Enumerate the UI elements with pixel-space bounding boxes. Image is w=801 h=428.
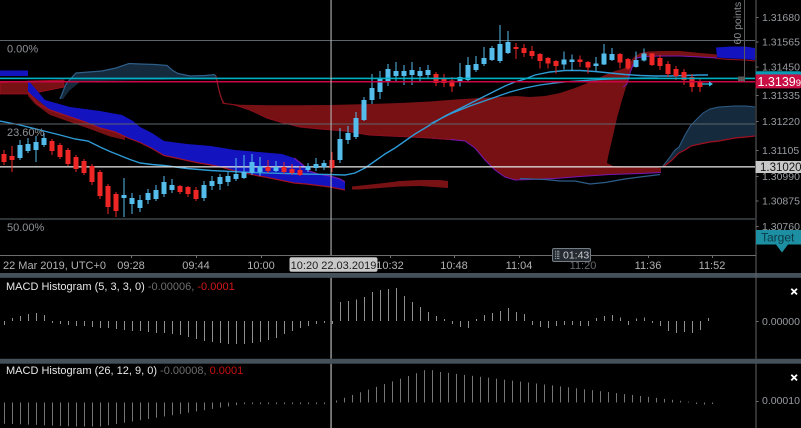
svg-text:0.00010: 0.00010 bbox=[762, 395, 800, 407]
svg-text:1.31565: 1.31565 bbox=[762, 37, 800, 49]
svg-text:MACD Histogram (26, 12, 9, 0): MACD Histogram (26, 12, 9, 0) -0.00008, … bbox=[6, 365, 243, 377]
svg-text:1.31220: 1.31220 bbox=[762, 116, 800, 128]
svg-text:10:20 22.03.2019: 10:20 22.03.2019 bbox=[291, 260, 377, 272]
svg-text:1.31105: 1.31105 bbox=[762, 145, 799, 157]
svg-text:10:48: 10:48 bbox=[440, 260, 468, 272]
svg-text:50.00%: 50.00% bbox=[7, 222, 45, 234]
svg-text:10:00: 10:00 bbox=[247, 260, 275, 272]
svg-text:0.00000: 0.00000 bbox=[762, 316, 800, 328]
svg-text:1.30990: 1.30990 bbox=[762, 171, 800, 183]
svg-text:1.30875: 1.30875 bbox=[762, 196, 800, 208]
svg-text:1.31680: 1.31680 bbox=[762, 12, 800, 24]
svg-text:11:04: 11:04 bbox=[506, 260, 533, 272]
svg-text:1.31450: 1.31450 bbox=[762, 62, 800, 74]
svg-text:22 Mar 2019, UTC+0: 22 Mar 2019, UTC+0 bbox=[3, 260, 106, 272]
svg-text:23.60%: 23.60% bbox=[7, 127, 45, 139]
svg-text:11:20: 11:20 bbox=[570, 260, 597, 272]
svg-text:1.31335: 1.31335 bbox=[762, 90, 800, 102]
svg-text:MACD Histogram (5, 3, 3, 0) -0: MACD Histogram (5, 3, 3, 0) -0.00006, -0… bbox=[6, 281, 235, 293]
svg-text:11:36: 11:36 bbox=[635, 260, 662, 272]
svg-text:Target: Target bbox=[761, 231, 795, 245]
svg-text:0.00%: 0.00% bbox=[7, 44, 38, 56]
svg-text:09:28: 09:28 bbox=[117, 260, 145, 272]
svg-text:1.31020: 1.31020 bbox=[760, 162, 801, 174]
svg-text:11:52: 11:52 bbox=[699, 260, 726, 272]
svg-text:01:43: 01:43 bbox=[563, 250, 589, 262]
svg-text:1.31399: 1.31399 bbox=[758, 75, 801, 89]
svg-text:60 points: 60 points bbox=[732, 2, 744, 45]
svg-text:10:32: 10:32 bbox=[376, 260, 404, 272]
svg-text:09:44: 09:44 bbox=[182, 260, 210, 272]
